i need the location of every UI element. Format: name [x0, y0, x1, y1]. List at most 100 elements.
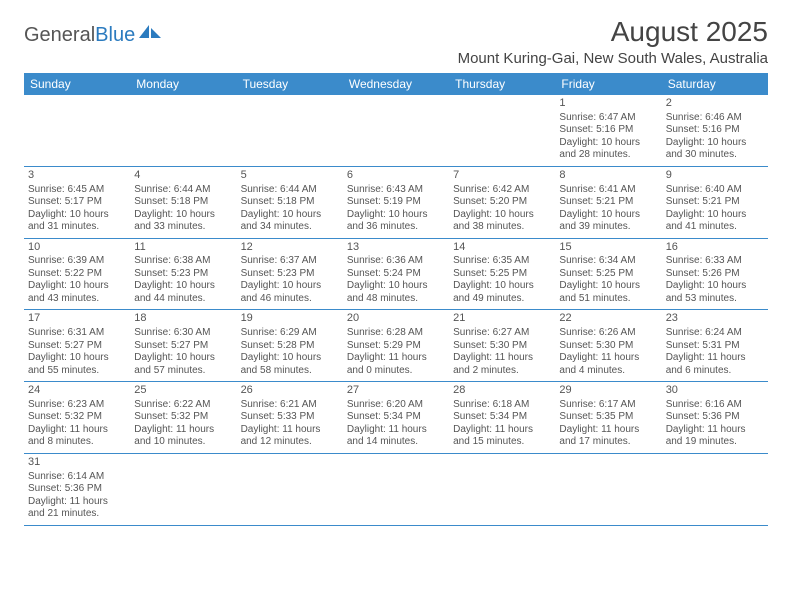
day-number: 30: [666, 384, 764, 398]
sunset-line: Sunset: 5:20 PM: [453, 196, 551, 209]
sunset-line: Sunset: 5:27 PM: [28, 340, 126, 353]
sunset-line: Sunset: 5:18 PM: [134, 196, 232, 209]
day-number: 16: [666, 241, 764, 255]
sunrise-line: Sunrise: 6:28 AM: [347, 327, 445, 340]
sunset-line: Sunset: 5:16 PM: [666, 124, 764, 137]
daylight-line: Daylight: 11 hours and 10 minutes.: [134, 424, 232, 449]
weekday-header: Monday: [130, 73, 236, 95]
sunset-line: Sunset: 5:31 PM: [666, 340, 764, 353]
sunrise-line: Sunrise: 6:22 AM: [134, 399, 232, 412]
calendar-day-cell: 9Sunrise: 6:40 AMSunset: 5:21 PMDaylight…: [662, 166, 768, 238]
sunrise-line: Sunrise: 6:45 AM: [28, 184, 126, 197]
calendar-day-cell: 7Sunrise: 6:42 AMSunset: 5:20 PMDaylight…: [449, 166, 555, 238]
calendar-day-cell: 26Sunrise: 6:21 AMSunset: 5:33 PMDayligh…: [237, 382, 343, 454]
daylight-line: Daylight: 11 hours and 6 minutes.: [666, 352, 764, 377]
weekday-header: Sunday: [24, 73, 130, 95]
calendar-day-cell: 27Sunrise: 6:20 AMSunset: 5:34 PMDayligh…: [343, 382, 449, 454]
daylight-line: Daylight: 10 hours and 53 minutes.: [666, 280, 764, 305]
sunrise-line: Sunrise: 6:34 AM: [559, 255, 657, 268]
daylight-line: Daylight: 10 hours and 39 minutes.: [559, 209, 657, 234]
calendar-empty-cell: [237, 95, 343, 166]
sunrise-line: Sunrise: 6:24 AM: [666, 327, 764, 340]
calendar-day-cell: 10Sunrise: 6:39 AMSunset: 5:22 PMDayligh…: [24, 238, 130, 310]
day-number: 6: [347, 169, 445, 183]
sunrise-line: Sunrise: 6:33 AM: [666, 255, 764, 268]
daylight-line: Daylight: 11 hours and 0 minutes.: [347, 352, 445, 377]
daylight-line: Daylight: 10 hours and 33 minutes.: [134, 209, 232, 234]
calendar-empty-cell: [24, 95, 130, 166]
sunrise-line: Sunrise: 6:46 AM: [666, 112, 764, 125]
sunset-line: Sunset: 5:28 PM: [241, 340, 339, 353]
calendar-day-cell: 23Sunrise: 6:24 AMSunset: 5:31 PMDayligh…: [662, 310, 768, 382]
day-number: 7: [453, 169, 551, 183]
day-number: 1: [559, 97, 657, 111]
sunrise-line: Sunrise: 6:40 AM: [666, 184, 764, 197]
sunrise-line: Sunrise: 6:29 AM: [241, 327, 339, 340]
weekday-header: Friday: [555, 73, 661, 95]
sunrise-line: Sunrise: 6:42 AM: [453, 184, 551, 197]
sunrise-line: Sunrise: 6:18 AM: [453, 399, 551, 412]
sunset-line: Sunset: 5:21 PM: [559, 196, 657, 209]
daylight-line: Daylight: 10 hours and 36 minutes.: [347, 209, 445, 234]
calendar-day-cell: 22Sunrise: 6:26 AMSunset: 5:30 PMDayligh…: [555, 310, 661, 382]
sunset-line: Sunset: 5:21 PM: [666, 196, 764, 209]
weekday-header: Tuesday: [237, 73, 343, 95]
sunset-line: Sunset: 5:26 PM: [666, 268, 764, 281]
day-number: 27: [347, 384, 445, 398]
day-number: 26: [241, 384, 339, 398]
sunset-line: Sunset: 5:18 PM: [241, 196, 339, 209]
calendar-day-cell: 15Sunrise: 6:34 AMSunset: 5:25 PMDayligh…: [555, 238, 661, 310]
daylight-line: Daylight: 10 hours and 49 minutes.: [453, 280, 551, 305]
day-number: 20: [347, 312, 445, 326]
sunrise-line: Sunrise: 6:31 AM: [28, 327, 126, 340]
sunset-line: Sunset: 5:27 PM: [134, 340, 232, 353]
calendar-day-cell: 21Sunrise: 6:27 AMSunset: 5:30 PMDayligh…: [449, 310, 555, 382]
day-number: 5: [241, 169, 339, 183]
daylight-line: Daylight: 10 hours and 55 minutes.: [28, 352, 126, 377]
sunrise-line: Sunrise: 6:30 AM: [134, 327, 232, 340]
day-number: 14: [453, 241, 551, 255]
calendar-day-cell: 11Sunrise: 6:38 AMSunset: 5:23 PMDayligh…: [130, 238, 236, 310]
header: GeneralBlue August 2025 Mount Kuring-Gai…: [24, 16, 768, 67]
calendar-week-row: 24Sunrise: 6:23 AMSunset: 5:32 PMDayligh…: [24, 382, 768, 454]
daylight-line: Daylight: 10 hours and 46 minutes.: [241, 280, 339, 305]
day-number: 4: [134, 169, 232, 183]
calendar-day-cell: 1Sunrise: 6:47 AMSunset: 5:16 PMDaylight…: [555, 95, 661, 166]
weekday-header: Saturday: [662, 73, 768, 95]
logo-text-2: Blue: [95, 24, 135, 47]
sunset-line: Sunset: 5:22 PM: [28, 268, 126, 281]
day-number: 9: [666, 169, 764, 183]
calendar-day-cell: 18Sunrise: 6:30 AMSunset: 5:27 PMDayligh…: [130, 310, 236, 382]
calendar-day-cell: 6Sunrise: 6:43 AMSunset: 5:19 PMDaylight…: [343, 166, 449, 238]
day-number: 8: [559, 169, 657, 183]
sunrise-line: Sunrise: 6:37 AM: [241, 255, 339, 268]
sunset-line: Sunset: 5:35 PM: [559, 411, 657, 424]
logo-text-1: General: [24, 24, 95, 47]
sunrise-line: Sunrise: 6:20 AM: [347, 399, 445, 412]
day-number: 18: [134, 312, 232, 326]
weekday-header: Thursday: [449, 73, 555, 95]
sunrise-line: Sunrise: 6:27 AM: [453, 327, 551, 340]
logo-sail-icon: [137, 22, 163, 46]
calendar-day-cell: 29Sunrise: 6:17 AMSunset: 5:35 PMDayligh…: [555, 382, 661, 454]
day-number: 17: [28, 312, 126, 326]
daylight-line: Daylight: 11 hours and 17 minutes.: [559, 424, 657, 449]
daylight-line: Daylight: 10 hours and 41 minutes.: [666, 209, 764, 234]
calendar-day-cell: 17Sunrise: 6:31 AMSunset: 5:27 PMDayligh…: [24, 310, 130, 382]
daylight-line: Daylight: 10 hours and 31 minutes.: [28, 209, 126, 234]
daylight-line: Daylight: 10 hours and 43 minutes.: [28, 280, 126, 305]
day-number: 24: [28, 384, 126, 398]
calendar-empty-cell: [130, 453, 236, 525]
sunrise-line: Sunrise: 6:23 AM: [28, 399, 126, 412]
calendar-empty-cell: [237, 453, 343, 525]
sunrise-line: Sunrise: 6:36 AM: [347, 255, 445, 268]
sunrise-line: Sunrise: 6:41 AM: [559, 184, 657, 197]
day-number: 12: [241, 241, 339, 255]
calendar-day-cell: 24Sunrise: 6:23 AMSunset: 5:32 PMDayligh…: [24, 382, 130, 454]
day-number: 28: [453, 384, 551, 398]
daylight-line: Daylight: 10 hours and 28 minutes.: [559, 137, 657, 162]
location-subtitle: Mount Kuring-Gai, New South Wales, Austr…: [458, 50, 768, 67]
daylight-line: Daylight: 10 hours and 44 minutes.: [134, 280, 232, 305]
day-number: 11: [134, 241, 232, 255]
logo: GeneralBlue: [24, 22, 163, 48]
